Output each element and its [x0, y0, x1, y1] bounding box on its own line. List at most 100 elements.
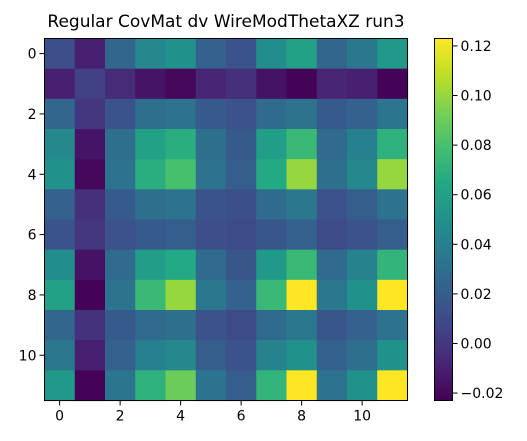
heatmap-cell [377, 68, 409, 100]
heatmap-cell [135, 370, 167, 402]
heatmap-cell [286, 68, 318, 100]
colorbar-tick-label: 0.06 [461, 188, 492, 204]
heatmap-cell [165, 189, 197, 221]
heatmap-cell [44, 219, 76, 251]
heatmap-cell [74, 370, 106, 402]
heatmap-cell [165, 159, 197, 190]
heatmap-cell [286, 219, 318, 251]
y-tick-label: 2 [28, 107, 37, 123]
heatmap-cell [316, 340, 348, 371]
heatmap-cell [135, 189, 167, 221]
heatmap-cell [74, 249, 106, 281]
heatmap-cell [286, 189, 318, 221]
heatmap-cell [316, 159, 348, 190]
heatmap-cell [74, 129, 106, 160]
heatmap-cell [135, 159, 167, 190]
heatmap-cell [347, 189, 378, 221]
heatmap-cell [74, 98, 106, 130]
heatmap-cell [226, 189, 257, 221]
heatmap-cell [74, 219, 106, 251]
heatmap-cell [105, 219, 136, 251]
heatmap-cell [256, 370, 288, 402]
heatmap-cell [165, 219, 197, 251]
heatmap-cell [286, 38, 318, 70]
heatmap-cell [316, 219, 348, 251]
heatmap-cell [135, 68, 167, 100]
heatmap-cell [105, 249, 136, 281]
heatmap-cell [195, 159, 227, 190]
heatmap-cell [347, 219, 378, 251]
heatmap-cell [347, 38, 378, 70]
heatmap-cell [226, 159, 257, 190]
heatmap-cell [316, 129, 348, 160]
heatmap-cell [377, 38, 409, 70]
chart-title: Regular CovMat dv WireModThetaXZ run3 [47, 12, 404, 32]
colorbar-tick-label: −0.02 [461, 386, 504, 402]
heatmap-cell [195, 340, 227, 371]
plot-frame [44, 38, 408, 401]
heatmap-cell [135, 340, 167, 371]
x-tick-label: 6 [237, 409, 246, 425]
heatmap-cell [226, 370, 257, 402]
heatmap-cell [165, 68, 197, 100]
heatmap-cell [135, 249, 167, 281]
heatmap-cell [256, 340, 288, 371]
heatmap-cell [286, 340, 318, 371]
heatmap-cell [195, 370, 227, 402]
heatmap-cell [286, 279, 318, 311]
y-tick-label: 4 [28, 167, 37, 183]
heatmap-cell [256, 129, 288, 160]
heatmap-cell [105, 189, 136, 221]
heatmap-cell [347, 68, 378, 100]
heatmap-cell [44, 310, 76, 341]
heatmap-cell [256, 249, 288, 281]
heatmap-cell [377, 370, 409, 402]
heatmap-cell [195, 219, 227, 251]
heatmap-cell [195, 189, 227, 221]
x-tick-label: 10 [353, 409, 371, 425]
y-tick-label: 6 [28, 228, 37, 244]
heatmap-cell [105, 98, 136, 130]
heatmap-cell [44, 159, 76, 190]
heatmap-cell [74, 340, 106, 371]
x-tick-label: 4 [176, 409, 185, 425]
heatmap-cell [316, 370, 348, 402]
heatmap-cell [347, 249, 378, 281]
heatmap-cell [44, 38, 76, 70]
heatmap-cell [226, 249, 257, 281]
heatmap-cell [105, 370, 136, 402]
y-tick-label: 0 [28, 47, 37, 63]
heatmap-cell [165, 310, 197, 341]
heatmap-cell [316, 189, 348, 221]
x-tick-label: 0 [55, 409, 64, 425]
heatmap-cell [256, 189, 288, 221]
y-tick-label: 10 [19, 348, 37, 364]
heatmap-cell [74, 38, 106, 70]
heatmap-cell [105, 340, 136, 371]
heatmap-cell [347, 129, 378, 160]
heatmap-cell [226, 279, 257, 311]
heatmap-cell [256, 310, 288, 341]
colorbar-tick-label: 0.08 [461, 138, 492, 154]
heatmap-cell [286, 310, 318, 341]
heatmap-cell [165, 279, 197, 311]
colorbar-tick-label: 0.12 [461, 39, 492, 55]
heatmap-cell [316, 98, 348, 130]
heatmap-cell [74, 68, 106, 100]
heatmap-cell [286, 370, 318, 402]
heatmap-cell [105, 279, 136, 311]
heatmap-cell [347, 340, 378, 371]
heatmap-cell [195, 129, 227, 160]
x-tick-label: 8 [297, 409, 306, 425]
heatmap-cell [44, 189, 76, 221]
heatmap-cell [195, 68, 227, 100]
heatmap-cell [377, 279, 409, 311]
heatmap-cell [226, 68, 257, 100]
heatmap-cell [377, 129, 409, 160]
heatmap-cell [316, 38, 348, 70]
heatmap-cell [105, 68, 136, 100]
heatmap-cell [195, 279, 227, 311]
heatmap-cell [105, 129, 136, 160]
y-axis: 0 2 4 6 8 10 [19, 47, 45, 364]
